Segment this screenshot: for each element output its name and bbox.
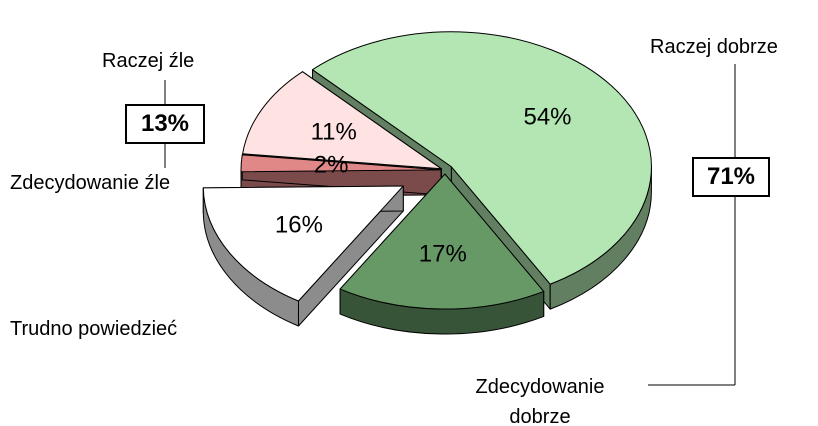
value-label: 11%: [311, 118, 357, 145]
category-label: Zdecydowanie źle: [10, 172, 171, 194]
value-label: 2%: [314, 152, 349, 179]
group-total: 13%: [125, 104, 205, 144]
slice-top: [339, 173, 545, 310]
slice-top: [242, 71, 442, 170]
category-label: Zdecydowanie dobrze: [475, 376, 605, 426]
category-label: Raczej źle: [102, 50, 195, 72]
category-label: Trudno powiedzieć: [10, 318, 178, 340]
slice: [202, 185, 404, 327]
value-label: 17%: [419, 240, 467, 267]
slice-top: [240, 154, 442, 173]
category-label: Raczej dobrze: [650, 36, 778, 58]
slice: [339, 173, 545, 335]
slice-top: [311, 31, 652, 285]
group-total: 71%: [692, 157, 770, 197]
slice-top: [202, 185, 404, 302]
value-label: 16%: [275, 211, 323, 238]
value-label: 54%: [523, 104, 571, 131]
